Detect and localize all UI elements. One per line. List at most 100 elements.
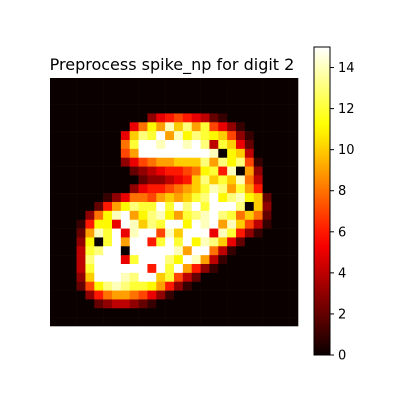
heatmap-cell <box>50 255 60 265</box>
heatmap-cell <box>76 228 86 238</box>
colorbar-tick-label: 2 <box>338 307 346 322</box>
heatmap-cell <box>156 175 166 185</box>
heatmap-cell <box>209 148 219 159</box>
heatmap-cell <box>67 272 77 283</box>
heatmap-cell <box>50 166 60 176</box>
heatmap-cell <box>103 290 113 300</box>
heatmap-cell <box>200 113 210 123</box>
heatmap-cell <box>209 237 219 247</box>
heatmap-cell <box>191 140 201 150</box>
heatmap-cell <box>280 113 290 123</box>
heatmap-cell <box>165 157 175 167</box>
heatmap-cell <box>209 95 219 105</box>
heatmap-cell <box>94 86 104 97</box>
heatmap-cell <box>85 148 95 159</box>
heatmap-cell <box>174 237 184 247</box>
heatmap-cell <box>147 255 157 265</box>
heatmap-cell <box>191 157 201 167</box>
heatmap-cell <box>112 272 122 283</box>
heatmap-cell <box>244 246 255 256</box>
heatmap-cell <box>262 255 272 265</box>
heatmap-cell <box>58 299 69 309</box>
heatmap-cell <box>271 255 281 265</box>
heatmap-cell <box>200 148 210 159</box>
heatmap-cell <box>67 157 77 167</box>
heatmap-cell <box>138 219 148 229</box>
heatmap-cell <box>129 157 139 167</box>
heatmap-cell <box>76 95 86 105</box>
heatmap-cell <box>138 299 148 309</box>
heatmap-cell <box>200 272 210 283</box>
heatmap-cell <box>120 272 131 283</box>
heatmap-cell <box>85 184 95 194</box>
heatmap-cell <box>67 228 77 238</box>
heatmap-cell <box>182 246 193 256</box>
heatmap-cell <box>280 157 290 167</box>
heatmap-cell <box>165 219 175 229</box>
heatmap-cell <box>174 246 184 256</box>
heatmap-cell <box>182 290 193 300</box>
heatmap-cell <box>147 131 157 141</box>
heatmap-cell <box>289 281 299 291</box>
heatmap-cell <box>244 95 255 105</box>
heatmap-cell <box>280 290 290 300</box>
heatmap-cell <box>289 299 299 309</box>
heatmap-cell <box>253 175 263 185</box>
heatmap-cell <box>76 281 86 291</box>
heatmap-cell <box>165 210 175 221</box>
heatmap-cell <box>129 228 139 238</box>
heatmap-cell <box>227 290 237 300</box>
heatmap-cell <box>85 202 95 212</box>
heatmap-cell <box>129 175 139 185</box>
heatmap-cell <box>129 317 139 327</box>
heatmap-cell <box>165 237 175 247</box>
heatmap-cell <box>50 219 60 229</box>
heatmap-cell <box>138 86 148 97</box>
heatmap-cell <box>236 246 246 256</box>
heatmap-cell <box>191 210 201 221</box>
heatmap-cell <box>156 299 166 309</box>
heatmap-cell <box>129 290 139 300</box>
heatmap-cell <box>50 157 60 167</box>
heatmap-cell <box>209 264 219 274</box>
heatmap-cell <box>244 140 255 150</box>
heatmap-cell <box>244 210 255 221</box>
heatmap-cell <box>138 122 148 132</box>
heatmap-cell <box>200 228 210 238</box>
heatmap-cell <box>253 122 263 132</box>
heatmap-cell <box>271 237 281 247</box>
heatmap-cell <box>147 113 157 123</box>
heatmap-cell <box>112 255 122 265</box>
heatmap-cell <box>76 255 86 265</box>
heatmap-cell <box>156 193 166 203</box>
heatmap-cell <box>227 157 237 167</box>
colorbar-tick-label: 14 <box>338 61 355 76</box>
heatmap-cell <box>156 140 166 150</box>
heatmap-cell <box>156 122 166 132</box>
heatmap-cell <box>174 122 184 132</box>
heatmap-cell <box>165 264 175 274</box>
heatmap-cell <box>191 193 201 203</box>
heatmap-cell <box>244 148 255 159</box>
heatmap-cell <box>58 202 69 212</box>
heatmap-cell <box>218 281 228 291</box>
heatmap-cell <box>244 202 255 212</box>
heatmap-cell <box>165 122 175 132</box>
heatmap-cell <box>174 166 184 176</box>
heatmap-cell <box>129 308 139 318</box>
heatmap-cell <box>236 264 246 274</box>
heatmap-cell <box>76 104 86 114</box>
heatmap-cell <box>147 308 157 318</box>
heatmap-cell <box>236 193 246 203</box>
heatmap-cell <box>58 131 69 141</box>
heatmap-cell <box>94 148 104 159</box>
heatmap-cell <box>262 157 272 167</box>
heatmap-cell <box>85 122 95 132</box>
heatmap-cell <box>129 78 139 88</box>
heatmap-cell <box>94 193 104 203</box>
heatmap-cell <box>103 148 113 159</box>
heatmap-cell <box>129 131 139 141</box>
heatmap-cell <box>200 122 210 132</box>
heatmap-cell <box>174 86 184 97</box>
heatmap-cell <box>262 308 272 318</box>
